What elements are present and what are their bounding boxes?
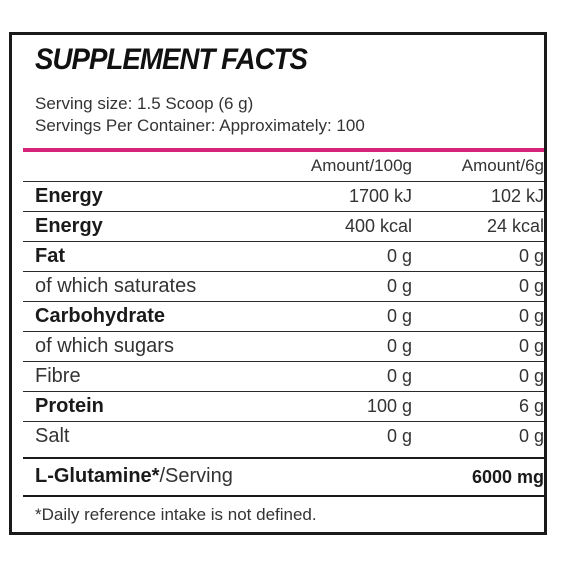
table-row: Fat 0 g 0 g — [23, 241, 544, 272]
table-row: Energy 400 kcal 24 kcal — [23, 211, 544, 242]
value-per-100g: 400 kcal — [344, 216, 412, 236]
nutrient-label: Energy — [35, 185, 103, 207]
supplement-facts-panel: SUPPLEMENT FACTS Serving size: 1.5 Scoop… — [9, 32, 547, 535]
table-row: Salt 0 g 0 g — [23, 421, 544, 452]
table-row: Carbohydrate 0 g 0 g — [23, 301, 544, 332]
value-per-100g: 0 g — [386, 306, 412, 326]
nutrient-label: of which saturates — [35, 275, 197, 297]
value-per-serving: 0 g — [518, 336, 544, 356]
value-per-100g: 0 g — [386, 336, 412, 356]
value-per-serving: 0 g — [518, 306, 544, 326]
accent-divider — [23, 148, 544, 152]
value-per-serving: 6 g — [518, 396, 544, 416]
nutrient-label: Fat — [35, 245, 65, 267]
table-row: of which saturates 0 g 0 g — [23, 271, 544, 302]
value-per-serving: 0 g — [518, 426, 544, 446]
nutrient-label: Protein — [35, 395, 104, 417]
servings-per-container: Servings Per Container: Approximately: 1… — [35, 116, 365, 135]
table-row: Energy 1700 kJ 102 kJ — [23, 181, 544, 212]
nutrient-label: of which sugars — [35, 335, 174, 357]
glutamine-name: L-Glutamine* — [35, 465, 160, 487]
value-per-serving: 0 g — [518, 246, 544, 266]
column-header-per-100g: Amount/100g — [310, 156, 412, 175]
glutamine-value: 6000 mg — [471, 467, 544, 487]
serving-size: Serving size: 1.5 Scoop (6 g) — [35, 94, 254, 113]
value-per-100g: 1700 kJ — [348, 186, 412, 206]
value-per-serving: 24 kcal — [486, 216, 544, 236]
value-per-100g: 0 g — [386, 426, 412, 446]
column-header-per-serving: Amount/6g — [461, 156, 544, 175]
glutamine-row: L-Glutamine*/Serving 6000 mg — [23, 457, 544, 497]
table-row: Fibre 0 g 0 g — [23, 361, 544, 392]
value-per-serving: 102 kJ — [490, 186, 544, 206]
footnote: *Daily reference intake is not defined. — [35, 505, 317, 524]
value-per-100g: 0 g — [386, 366, 412, 386]
nutrient-label: Salt — [35, 425, 70, 447]
glutamine-label: L-Glutamine*/Serving — [35, 465, 233, 488]
panel-title: SUPPLEMENT FACTS — [35, 43, 308, 76]
value-per-100g: 100 g — [366, 396, 412, 416]
nutrient-label: Energy — [35, 215, 103, 237]
nutrient-label: Fibre — [35, 365, 81, 387]
value-per-serving: 0 g — [518, 276, 544, 296]
table-row: Protein 100 g 6 g — [23, 391, 544, 422]
value-per-100g: 0 g — [386, 276, 412, 296]
glutamine-unit-suffix: /Serving — [159, 465, 233, 487]
value-per-100g: 0 g — [386, 246, 412, 266]
table-row: of which sugars 0 g 0 g — [23, 331, 544, 362]
nutrient-label: Carbohydrate — [35, 305, 166, 327]
value-per-serving: 0 g — [518, 366, 544, 386]
